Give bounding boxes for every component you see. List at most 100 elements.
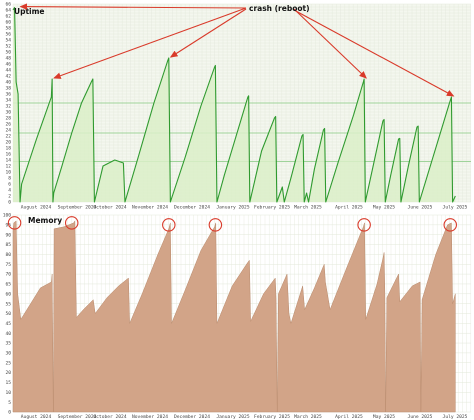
- y-tick-label: 75: [5, 262, 11, 268]
- y-tick-label: 14: [5, 158, 11, 164]
- x-tick-label: September 2024: [58, 414, 97, 420]
- x-tick-label: March 2025: [294, 205, 322, 211]
- y-tick-label: 50: [5, 50, 11, 56]
- crash-circle: [443, 218, 458, 232]
- crash-arrow: [169, 8, 247, 58]
- crash-circle: [208, 218, 223, 232]
- crash-circle: [64, 216, 79, 230]
- y-tick-label: 10: [5, 390, 11, 396]
- y-tick-label: 66: [5, 2, 11, 8]
- y-tick-label: 42: [5, 74, 11, 80]
- y-tick-label: 30: [5, 351, 11, 357]
- crash-annotation-label: crash (reboot): [249, 4, 310, 13]
- x-tick-label: February 2025: [254, 205, 290, 211]
- x-tick-label: July 2025: [443, 205, 468, 211]
- x-tick-label: December 2024: [174, 205, 210, 211]
- x-tick-label: October 2024: [93, 205, 126, 211]
- y-tick-label: 0: [8, 200, 11, 206]
- memory-y-ticks: 0510152025303540455055606570758085909510…: [3, 213, 12, 416]
- y-tick-label: 85: [5, 242, 11, 248]
- y-tick-label: 90: [5, 232, 11, 238]
- y-tick-label: 58: [5, 26, 11, 32]
- y-tick-label: 80: [5, 252, 11, 258]
- x-tick-label: December 2024: [174, 414, 210, 420]
- x-tick-label: October 2024: [93, 414, 126, 420]
- x-tick-label: February 2025: [254, 414, 290, 420]
- x-tick-label: August 2024: [21, 205, 52, 211]
- x-tick-label: November 2024: [132, 205, 168, 211]
- x-tick-label: November 2024: [132, 414, 168, 420]
- x-tick-label: April 2025: [335, 205, 363, 211]
- x-tick-label: April 2025: [335, 414, 363, 420]
- y-tick-label: 18: [5, 146, 11, 152]
- uptime-series-line: [12, 7, 456, 203]
- y-tick-label: 30: [5, 110, 11, 116]
- y-tick-label: 50: [5, 311, 11, 317]
- y-tick-label: 4: [8, 188, 11, 194]
- y-tick-label: 8: [8, 176, 11, 182]
- y-tick-label: 26: [5, 122, 11, 128]
- y-tick-label: 45: [5, 321, 11, 327]
- y-tick-label: 6: [8, 182, 11, 188]
- y-tick-label: 28: [5, 116, 11, 122]
- x-tick-label: March 2025: [294, 414, 322, 420]
- y-tick-label: 65: [5, 282, 11, 288]
- crash-arrow: [19, 3, 247, 10]
- crash-circle: [357, 218, 371, 232]
- y-tick-label: 40: [5, 80, 11, 86]
- y-tick-label: 56: [5, 32, 11, 38]
- crash-circle: [7, 216, 22, 230]
- x-tick-label: May 2025: [373, 205, 395, 211]
- y-tick-label: 100: [3, 213, 12, 219]
- y-tick-label: 44: [5, 68, 11, 74]
- y-tick-label: 32: [5, 104, 11, 110]
- y-tick-label: 20: [5, 140, 11, 146]
- y-tick-label: 34: [5, 98, 11, 104]
- y-tick-label: 38: [5, 86, 11, 92]
- uptime-panel: 0246810121416182022242628303234363840424…: [5, 2, 471, 211]
- memory-title: Memory: [28, 216, 62, 225]
- y-tick-label: 2: [8, 194, 11, 200]
- y-tick-label: 12: [5, 164, 11, 170]
- x-tick-label: September 2024: [58, 205, 97, 211]
- x-tick-label: June 2025: [408, 205, 433, 211]
- crash-annotations: crash (reboot): [7, 3, 458, 232]
- uptime-title: Uptime: [14, 7, 45, 16]
- y-tick-label: 36: [5, 92, 11, 98]
- x-tick-label: January 2025: [216, 414, 249, 420]
- crash-circle: [162, 218, 176, 232]
- y-tick-label: 52: [5, 44, 11, 50]
- y-tick-label: 55: [5, 301, 11, 307]
- x-tick-label: May 2025: [373, 414, 395, 420]
- memory-panel: 0510152025303540455055606570758085909510…: [3, 213, 471, 420]
- memory-area: [12, 220, 456, 413]
- crash-arrows: [19, 3, 455, 97]
- y-tick-label: 70: [5, 272, 11, 278]
- crash-arrow: [293, 8, 367, 79]
- y-tick-label: 60: [5, 20, 11, 26]
- y-tick-label: 22: [5, 134, 11, 140]
- x-tick-label: July 2025: [443, 414, 468, 420]
- y-tick-label: 62: [5, 14, 11, 20]
- y-tick-label: 54: [5, 38, 11, 44]
- y-tick-label: 40: [5, 331, 11, 337]
- x-tick-label: January 2025: [216, 205, 249, 211]
- y-tick-label: 60: [5, 291, 11, 297]
- crash-circles: [7, 216, 458, 232]
- y-tick-label: 16: [5, 152, 11, 158]
- crash-arrow: [53, 7, 247, 79]
- y-tick-label: 35: [5, 341, 11, 347]
- x-tick-label: June 2025: [408, 414, 433, 420]
- y-tick-label: 24: [5, 128, 11, 134]
- crash-arrow: [293, 9, 455, 97]
- y-tick-label: 25: [5, 360, 11, 366]
- y-tick-label: 5: [8, 400, 11, 406]
- uptime-area: [13, 7, 456, 202]
- y-tick-label: 10: [5, 170, 11, 176]
- y-tick-label: 64: [5, 8, 11, 14]
- y-tick-label: 0: [8, 410, 11, 416]
- y-tick-label: 48: [5, 56, 11, 62]
